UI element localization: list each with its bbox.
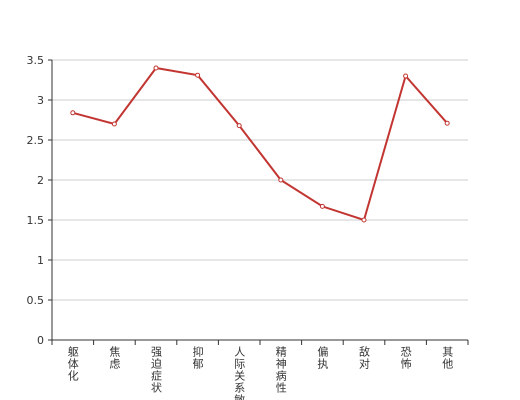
point — [444, 120, 450, 126]
x-tick-label: 偏执 — [316, 345, 329, 370]
point — [319, 203, 325, 209]
point — [403, 73, 409, 79]
y-tick-label: 2.5 — [27, 134, 45, 147]
x-tick-label: 躯体化 — [66, 346, 79, 382]
point — [70, 110, 76, 116]
y-tick-label: 1 — [37, 254, 44, 267]
x-tick-label: 强迫症状 — [150, 346, 163, 394]
x-tick-label: 恐怖 — [399, 346, 412, 370]
x-tick-label: 抑郁 — [191, 345, 204, 370]
x-tick-label: 人际关系敏感 — [233, 346, 246, 400]
point — [153, 65, 159, 71]
y-tick-label: 0.5 — [27, 294, 45, 307]
point — [278, 177, 284, 183]
point — [195, 72, 201, 78]
point — [236, 123, 242, 129]
point — [111, 121, 117, 127]
x-tick-label: 焦虑 — [108, 346, 121, 370]
y-tick-label: 3 — [37, 94, 44, 107]
y-tick-label: 3.5 — [27, 54, 45, 67]
y-tick-label: 0 — [37, 334, 44, 347]
point — [361, 217, 367, 223]
line — [72, 66, 448, 222]
y-tick-label: 2 — [37, 174, 44, 187]
x-tick-label: 敌对 — [358, 345, 371, 370]
x-tick-label: 精神病性 — [274, 346, 287, 394]
x-tick-label: 其他 — [441, 346, 454, 370]
y-tick-label: 1.5 — [27, 214, 45, 227]
